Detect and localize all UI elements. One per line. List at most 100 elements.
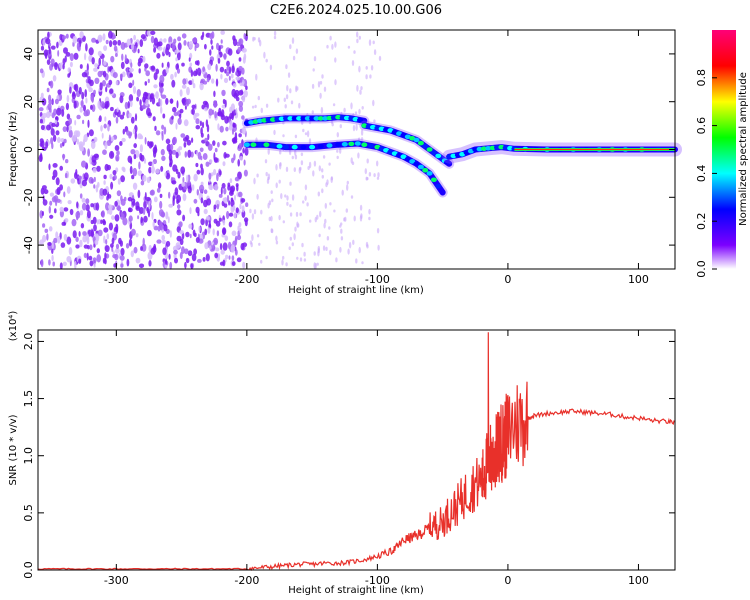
noise-speckle — [291, 37, 295, 44]
noise-speckle — [147, 112, 152, 117]
noise-speckle — [83, 104, 86, 112]
noise-speckle — [300, 160, 304, 166]
noise-speckle — [145, 70, 150, 77]
noise-speckle — [311, 110, 314, 114]
noise-speckle — [63, 233, 68, 241]
noise-speckle — [103, 227, 109, 233]
noise-speckle — [127, 155, 133, 163]
noise-speckle — [82, 231, 87, 236]
noise-speckle — [190, 69, 194, 77]
noise-speckle — [245, 85, 248, 91]
noise-speckle — [78, 86, 82, 95]
noise-speckle — [332, 103, 336, 107]
noise-speckle — [131, 43, 134, 51]
noise-speckle — [161, 132, 164, 141]
noise-speckle — [81, 202, 87, 211]
noise-speckle — [301, 120, 304, 125]
noise-speckle — [163, 224, 168, 232]
noise-speckle — [377, 172, 380, 178]
noise-speckle — [140, 216, 143, 224]
noise-speckle — [184, 261, 187, 269]
noise-speckle — [103, 174, 107, 180]
noise-speckle — [227, 48, 233, 56]
noise-speckle — [191, 253, 197, 262]
noise-speckle — [321, 168, 324, 173]
noise-speckle — [55, 177, 60, 186]
noise-speckle — [295, 211, 299, 217]
colorbar-tick-label: 0.2 — [695, 212, 708, 230]
snr-series-line — [37, 332, 675, 572]
noise-speckle — [190, 263, 193, 269]
noise-speckle — [291, 155, 294, 160]
signal-blob — [300, 116, 307, 121]
noise-speckle — [148, 201, 151, 210]
noise-speckle — [260, 107, 263, 113]
noise-speckle — [85, 198, 90, 205]
noise-speckle — [195, 237, 200, 243]
noise-speckle — [265, 58, 268, 63]
noise-speckle — [137, 48, 140, 54]
noise-speckle — [224, 235, 229, 241]
noise-speckle — [222, 140, 227, 146]
noise-speckle — [321, 74, 324, 79]
noise-speckle — [329, 249, 332, 256]
noise-speckle — [83, 252, 88, 259]
noise-speckle — [289, 204, 292, 208]
noise-speckle — [222, 99, 226, 104]
noise-speckle — [88, 47, 94, 56]
noise-speckle — [212, 109, 215, 115]
noise-speckle — [106, 233, 110, 240]
noise-speckle — [231, 65, 235, 74]
noise-speckle — [80, 99, 84, 108]
noise-speckle — [41, 211, 45, 216]
noise-speckle — [94, 239, 99, 246]
noise-speckle — [281, 259, 284, 266]
noise-speckle — [306, 202, 309, 207]
noise-speckle — [266, 178, 270, 184]
noise-speckle — [88, 129, 94, 137]
noise-speckle — [178, 146, 183, 151]
noise-speckle — [195, 125, 201, 130]
noise-speckle — [302, 200, 305, 204]
noise-speckle — [244, 219, 248, 227]
noise-speckle — [39, 118, 44, 124]
noise-speckle — [328, 226, 331, 230]
noise-speckle — [346, 184, 349, 191]
noise-speckle — [145, 196, 151, 202]
colorbar-label: Normalized spectral amplitude — [738, 72, 749, 226]
noise-speckle — [105, 239, 108, 245]
noise-speckle — [169, 261, 173, 270]
noise-speckle — [164, 172, 167, 177]
signal-blob — [300, 144, 307, 150]
x-tick-label: -100 — [365, 273, 390, 286]
noise-speckle — [110, 136, 115, 142]
noise-speckle — [160, 88, 163, 97]
noise-speckle — [42, 234, 47, 243]
noise-speckle — [242, 94, 246, 103]
noise-speckle — [56, 107, 62, 116]
noise-speckle — [241, 205, 245, 213]
noise-speckle — [270, 228, 273, 234]
noise-speckle — [202, 100, 208, 106]
signal-blob — [326, 115, 333, 121]
y-tick-label: 40 — [22, 47, 35, 61]
noise-speckle — [238, 191, 243, 198]
noise-speckle — [232, 123, 237, 128]
noise-speckle — [93, 224, 97, 232]
noise-speckle — [219, 170, 222, 176]
noise-speckle — [196, 189, 199, 196]
noise-speckle — [222, 228, 226, 235]
noise-speckle — [220, 73, 223, 80]
noise-speckle — [96, 248, 101, 254]
noise-speckle — [61, 35, 67, 40]
noise-speckle — [285, 94, 289, 100]
noise-speckle — [117, 205, 121, 212]
noise-speckle — [50, 58, 55, 66]
noise-speckle — [329, 202, 332, 206]
noise-speckle — [191, 107, 195, 116]
noise-speckle — [158, 98, 161, 106]
noise-speckle — [356, 84, 359, 92]
noise-speckle — [187, 149, 192, 158]
noise-speckle — [79, 106, 83, 113]
noise-speckle — [174, 257, 178, 264]
